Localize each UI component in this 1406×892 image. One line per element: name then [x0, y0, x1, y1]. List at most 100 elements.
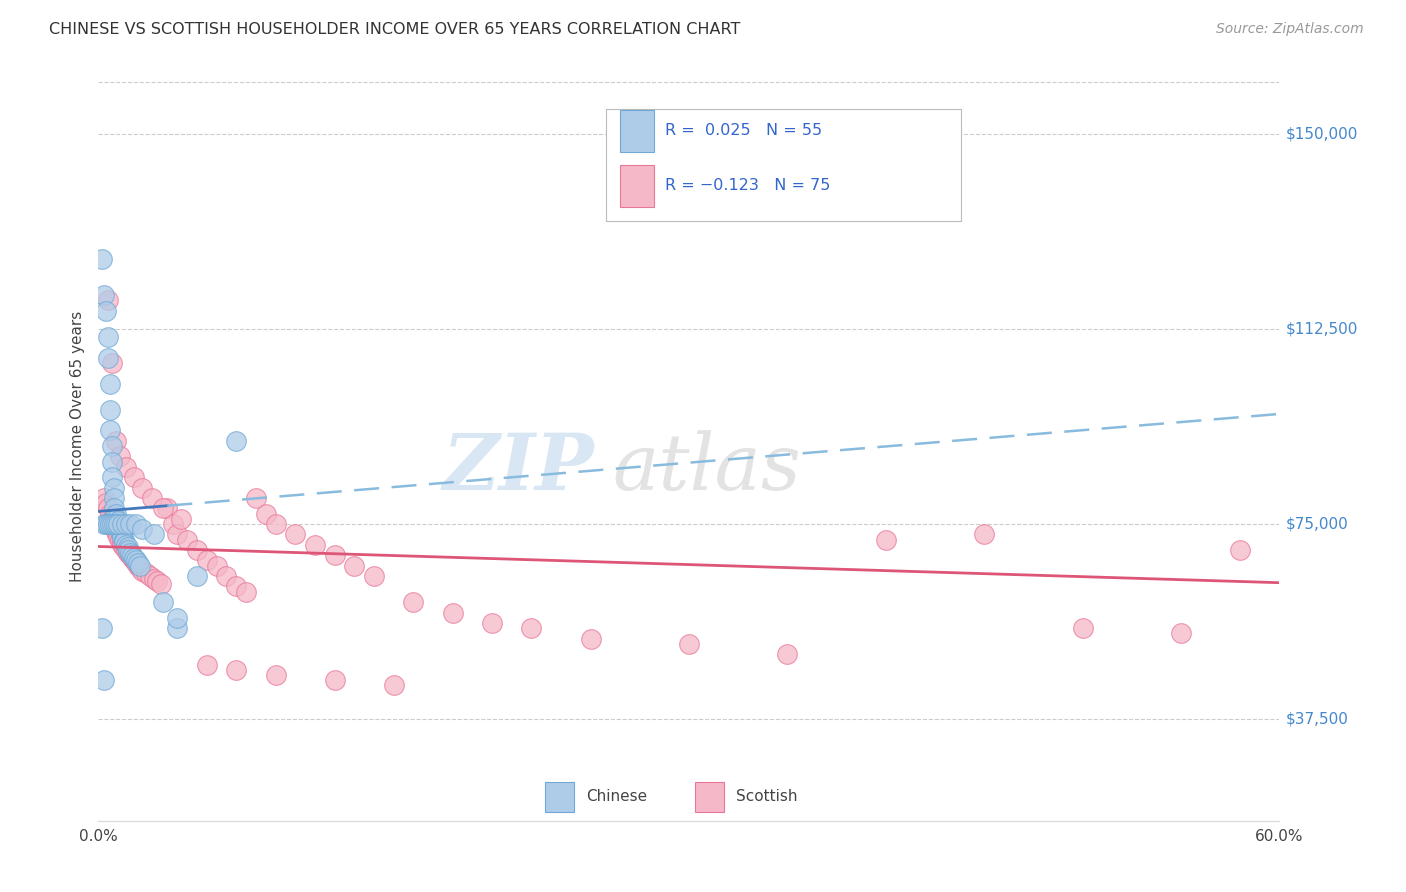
Point [105, 512, 128, 526]
Point [96, 303, 118, 318]
Text: ZIP: ZIP [443, 430, 595, 507]
Point [245, 491, 267, 505]
Text: CHINESE VS SCOTTISH HOUSEHOLDER INCOME OVER 65 YEARS CORRELATION CHART: CHINESE VS SCOTTISH HOUSEHOLDER INCOME O… [49, 22, 741, 37]
Point [122, 553, 145, 567]
Point [186, 543, 208, 558]
Point [125, 556, 148, 570]
Text: R =  0.025   N = 55: R = 0.025 N = 55 [665, 123, 823, 138]
Point [101, 512, 124, 526]
Point [103, 517, 125, 532]
Point [105, 434, 128, 448]
Point [264, 668, 287, 682]
Point [98, 517, 121, 532]
Point [142, 572, 165, 586]
Point [254, 507, 277, 521]
Point [103, 491, 125, 505]
Point [343, 558, 366, 573]
Point [105, 517, 128, 532]
Point [875, 533, 897, 547]
Point [323, 548, 346, 563]
FancyBboxPatch shape [606, 109, 960, 221]
Point [131, 481, 153, 495]
Text: $150,000: $150,000 [1285, 127, 1358, 141]
Point [973, 527, 995, 541]
Point [128, 558, 150, 573]
Point [225, 434, 247, 448]
Point [195, 657, 218, 672]
Point [111, 527, 134, 541]
Point [170, 512, 193, 526]
Point [93, 673, 115, 688]
Point [93, 288, 115, 302]
Point [678, 637, 700, 651]
Point [108, 524, 131, 539]
Point [115, 543, 138, 558]
Point [105, 524, 128, 539]
Point [205, 558, 228, 573]
FancyBboxPatch shape [695, 781, 724, 812]
Point [107, 530, 129, 544]
Point [122, 550, 145, 565]
Point [441, 606, 464, 620]
Y-axis label: Householder Income Over 65 years: Householder Income Over 65 years [69, 310, 84, 582]
Point [117, 541, 139, 555]
Text: Scottish: Scottish [737, 789, 797, 805]
Point [166, 527, 188, 541]
Point [107, 517, 129, 532]
Point [103, 517, 125, 532]
FancyBboxPatch shape [620, 165, 654, 207]
Point [93, 517, 115, 532]
Point [101, 470, 124, 484]
Point [111, 517, 134, 532]
Point [141, 491, 163, 505]
Point [107, 527, 129, 541]
Point [131, 564, 153, 578]
Point [112, 533, 135, 547]
Point [156, 501, 179, 516]
Point [481, 615, 503, 630]
Point [97, 293, 120, 308]
Point [382, 678, 405, 692]
Point [96, 496, 118, 510]
Point [304, 538, 326, 552]
Text: $75,000: $75,000 [1285, 516, 1348, 532]
Point [225, 663, 247, 677]
Point [103, 481, 125, 495]
Point [152, 501, 174, 516]
Text: Source: ZipAtlas.com: Source: ZipAtlas.com [1216, 22, 1364, 37]
Point [107, 519, 129, 533]
Point [101, 455, 124, 469]
Point [98, 376, 121, 391]
Point [111, 538, 134, 552]
Point [127, 558, 149, 573]
Point [121, 550, 143, 565]
Point [363, 569, 385, 583]
Point [105, 522, 128, 536]
Point [105, 507, 128, 521]
Point [117, 543, 139, 558]
Point [122, 470, 145, 484]
Point [108, 522, 131, 536]
Point [402, 595, 425, 609]
Point [115, 459, 138, 474]
Point [97, 351, 120, 365]
Point [115, 517, 138, 532]
Point [142, 527, 165, 541]
Point [97, 501, 120, 516]
Point [1229, 543, 1251, 558]
Point [96, 517, 118, 532]
Point [1170, 626, 1192, 640]
Point [91, 252, 114, 266]
Point [103, 501, 125, 516]
Point [152, 595, 174, 609]
Point [108, 450, 131, 464]
Point [235, 584, 257, 599]
Text: $112,500: $112,500 [1285, 321, 1358, 336]
Point [93, 491, 115, 505]
Point [117, 546, 139, 560]
Point [118, 546, 141, 560]
Point [162, 517, 184, 532]
Point [520, 621, 543, 635]
Point [776, 647, 799, 661]
Point [284, 527, 307, 541]
